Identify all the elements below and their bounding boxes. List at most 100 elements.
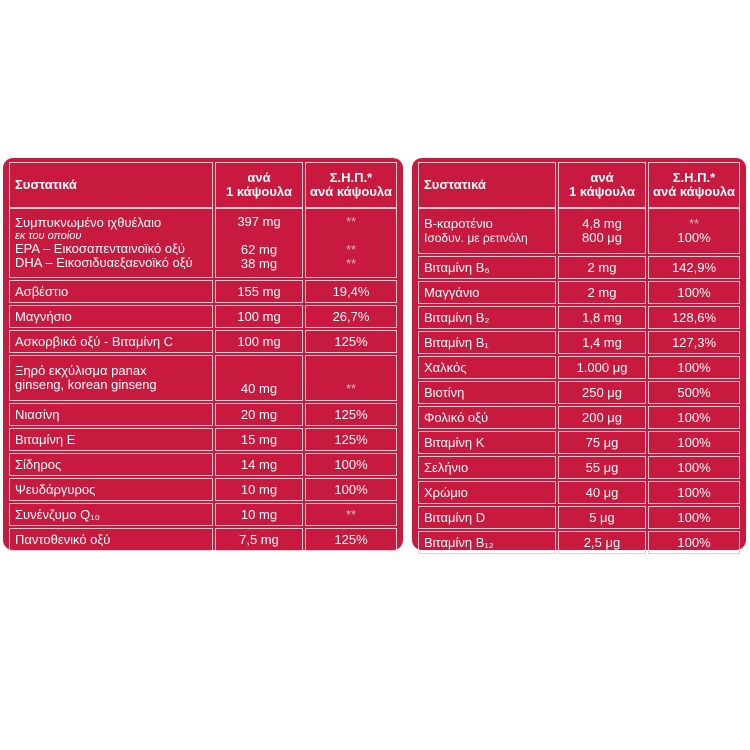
ingredient-name: Παντοθενικό οξύ bbox=[9, 528, 213, 551]
table-header: Συστατικά ανά 1 κάψουλα Σ.Η.Π.* ανά κάψο… bbox=[8, 162, 398, 208]
ingredient-name: Ξηρό εκχύλισμα panax ginseng, korean gin… bbox=[9, 355, 213, 401]
amount-value: 7,5 mg bbox=[215, 528, 303, 551]
rdi-value: 100% bbox=[677, 230, 711, 245]
amount-value: 200 μg bbox=[558, 406, 646, 429]
table-row: Μαγνήσιο 100 mg 26,7% bbox=[8, 305, 398, 330]
ingredient-name-line: Ισοδυν. με ρετινόλη bbox=[424, 231, 528, 245]
rdi-value: 100% bbox=[648, 456, 740, 479]
ingredient-name: Β-καροτένιο Ισοδυν. με ρετινόλη bbox=[418, 208, 556, 254]
ingredient-name: Ψευδάργυρος bbox=[9, 478, 213, 501]
table-row: Βιταμίνη Κ 75 μg 100% bbox=[417, 431, 741, 456]
amount-value: 10 mg bbox=[215, 478, 303, 501]
table-row: Βιταμίνη Ε 15 mg 125% bbox=[8, 428, 398, 453]
rdi-value: ** bbox=[305, 503, 397, 526]
rdi-value: 100% bbox=[648, 356, 740, 379]
ingredient-name: Χαλκός bbox=[418, 356, 556, 379]
ingredient-name: Βιταμίνη Β₆ bbox=[418, 256, 556, 279]
table-row: Βιταμίνη Β₆ 2 mg 142,9% bbox=[417, 256, 741, 281]
table-row: Ψευδάργυρος 10 mg 100% bbox=[8, 478, 398, 503]
table-row: Βιταμίνη Β₂ 1,8 mg 128,6% bbox=[417, 306, 741, 331]
amount-value: 55 μg bbox=[558, 456, 646, 479]
table-row: Συνένζυμο Q₁₀ 10 mg ** bbox=[8, 503, 398, 528]
ingredient-name: Βιταμίνη Κ bbox=[418, 431, 556, 454]
amount-value-text: 40 mg bbox=[240, 381, 278, 396]
nutrition-table-right: Συστατικά ανά 1 κάψουλα Σ.Η.Π.* ανά κάψο… bbox=[412, 158, 746, 554]
table-row: Β-καροτένιο Ισοδυν. με ρετινόλη 4,8 mg 8… bbox=[417, 208, 741, 256]
amount-value: 155 mg bbox=[215, 280, 303, 303]
amount-value: 250 μg bbox=[558, 381, 646, 404]
rdi-value: 127,3% bbox=[648, 331, 740, 354]
rdi-value: 100% bbox=[648, 481, 740, 504]
rdi-value: 500% bbox=[648, 381, 740, 404]
table-row: Βιταμίνη Β₁₂ 2,5 μg 100% bbox=[417, 531, 741, 556]
amount-value: 10 mg bbox=[215, 503, 303, 526]
table-row: Βιταμίνη Β₁ 1,4 mg 127,3% bbox=[417, 331, 741, 356]
table-row: Νιασίνη 20 mg 125% bbox=[8, 403, 398, 428]
header-rdi: Σ.Η.Π.* ανά κάψουλα bbox=[305, 162, 397, 208]
ingredient-name-line: ginseng, korean ginseng bbox=[15, 377, 157, 392]
header-ingredients: Συστατικά bbox=[418, 162, 556, 208]
ingredient-name: Νιασίνη bbox=[9, 403, 213, 426]
rdi-value: ** bbox=[688, 216, 700, 231]
table-row: Χρώμιο 40 μg 100% bbox=[417, 481, 741, 506]
amount-value: 800 μg bbox=[581, 230, 623, 245]
amount-value: 1.000 μg bbox=[558, 356, 646, 379]
rdi-value: 100% bbox=[648, 281, 740, 304]
amount-value: 38 mg bbox=[240, 256, 278, 271]
rdi-value: 142,9% bbox=[648, 256, 740, 279]
amount-value: 4,8 mg bbox=[582, 216, 622, 231]
table-row: Χαλκός 1.000 μg 100% bbox=[417, 356, 741, 381]
ingredient-name: Μαγνήσιο bbox=[9, 305, 213, 328]
nutrition-table-left: Συστατικά ανά 1 κάψουλα Σ.Η.Π.* ανά κάψο… bbox=[3, 158, 403, 553]
amount-value: 40 μg bbox=[558, 481, 646, 504]
rdi-value: ** bbox=[345, 214, 357, 229]
amount-value: 397 mg bbox=[237, 214, 281, 229]
rdi-value: 125% bbox=[305, 330, 397, 353]
table-header: Συστατικά ανά 1 κάψουλα Σ.Η.Π.* ανά κάψο… bbox=[417, 162, 741, 208]
rdi-value: 100% bbox=[305, 453, 397, 476]
ingredient-name: Χρώμιο bbox=[418, 481, 556, 504]
ingredient-name: Βιταμίνη Β₁₂ bbox=[418, 531, 556, 554]
rdi-value: ** bbox=[305, 355, 397, 401]
ingredient-name: Σίδηρος bbox=[9, 453, 213, 476]
ingredient-name: Βιταμίνη Β₂ bbox=[418, 306, 556, 329]
rdi-value: ** bbox=[345, 256, 357, 271]
table-row: Σίδηρος 14 mg 100% bbox=[8, 453, 398, 478]
header-per-capsule: ανά 1 κάψουλα bbox=[558, 162, 646, 208]
amount-value: 2,5 μg bbox=[558, 531, 646, 554]
amount-value: 5 μg bbox=[558, 506, 646, 529]
table-row: Βιοτίνη 250 μg 500% bbox=[417, 381, 741, 406]
header-rdi-text: Σ.Η.Π.* ανά κάψουλα bbox=[653, 170, 735, 199]
rdi-value: 26,7% bbox=[305, 305, 397, 328]
rdi-value: 100% bbox=[305, 478, 397, 501]
table-row: Ασβέστιο 155 mg 19,4% bbox=[8, 280, 398, 305]
rdi-value: ** bbox=[345, 242, 357, 257]
table-row: Βιταμίνη D 5 μg 100% bbox=[417, 506, 741, 531]
header-per-capsule: ανά 1 κάψουλα bbox=[215, 162, 303, 208]
rdi-value: 100% bbox=[648, 406, 740, 429]
table-row: Παντοθενικό οξύ 7,5 mg 125% bbox=[8, 528, 398, 553]
amount-cell: 4,8 mg 800 μg bbox=[558, 208, 646, 254]
ingredient-name-line: Β-καροτένιο bbox=[424, 216, 493, 231]
amount-value: 15 mg bbox=[215, 428, 303, 451]
ingredient-name: Ασβέστιο bbox=[9, 280, 213, 303]
table-row: Ξηρό εκχύλισμα panax ginseng, korean gin… bbox=[8, 355, 398, 403]
ingredient-name: Μαγγάνιο bbox=[418, 281, 556, 304]
header-per-capsule-text: ανά 1 κάψουλα bbox=[225, 170, 292, 199]
rdi-value: 100% bbox=[648, 531, 740, 554]
ingredient-name: Ασκορβικό οξύ - Βιταμίνη C bbox=[9, 330, 213, 353]
rdi-value: 128,6% bbox=[648, 306, 740, 329]
header-rdi: Σ.Η.Π.* ανά κάψουλα bbox=[648, 162, 740, 208]
amount-value: 100 mg bbox=[215, 305, 303, 328]
rdi-value: 125% bbox=[305, 428, 397, 451]
table-row: Συμπυκνωμένο ιχθυέλαιο εκ του οποίου EPA… bbox=[8, 208, 398, 280]
ingredient-name-line: EPA – Εικοσαπενταινοϊκό οξύ bbox=[15, 241, 186, 256]
header-rdi-text: Σ.Η.Π.* ανά κάψουλα bbox=[310, 170, 392, 199]
table-row: Μαγγάνιο 2 mg 100% bbox=[417, 281, 741, 306]
header-ingredients: Συστατικά bbox=[9, 162, 213, 208]
table-row: Ασκορβικό οξύ - Βιταμίνη C 100 mg 125% bbox=[8, 330, 398, 355]
ingredient-name: Συμπυκνωμένο ιχθυέλαιο εκ του οποίου EPA… bbox=[9, 208, 213, 278]
rdi-value: 100% bbox=[648, 431, 740, 454]
amount-value: 75 μg bbox=[558, 431, 646, 454]
ingredient-name: Φολικό οξύ bbox=[418, 406, 556, 429]
